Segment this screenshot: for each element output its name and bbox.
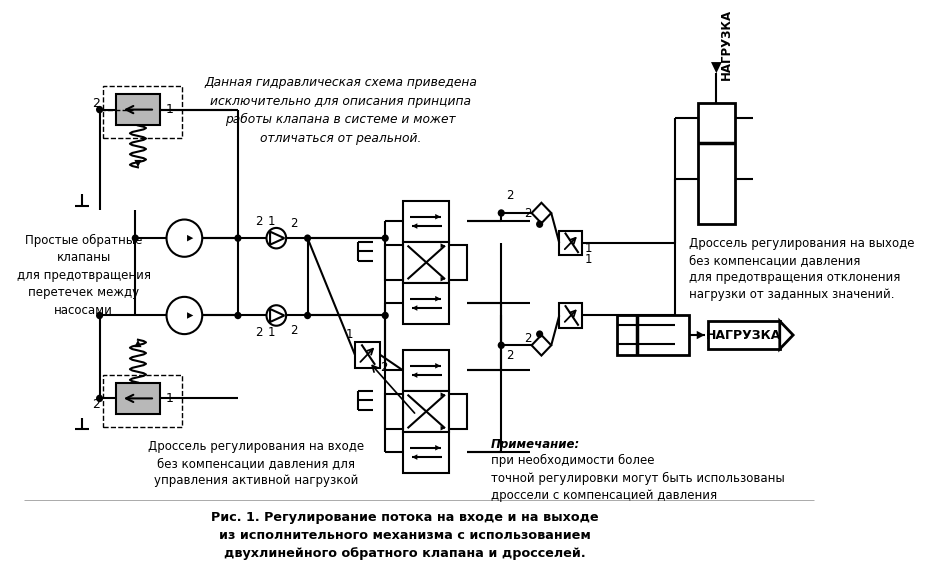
Bar — [403, 432, 450, 473]
Circle shape — [304, 312, 311, 319]
Text: Простые обратные
клапаны
для предотвращения
перетечек между
насосами: Простые обратные клапаны для предотвраще… — [17, 234, 151, 317]
Bar — [559, 304, 583, 328]
Circle shape — [536, 331, 543, 338]
Circle shape — [497, 342, 505, 349]
Circle shape — [96, 395, 103, 402]
Polygon shape — [435, 363, 440, 369]
Polygon shape — [440, 277, 445, 281]
Text: 2: 2 — [254, 215, 262, 228]
Text: 2: 2 — [291, 324, 298, 337]
Text: 1: 1 — [585, 242, 593, 255]
Text: 2: 2 — [506, 349, 513, 362]
Text: Рис. 1. Регулирование потока на входе и на выходе
из исполнительного механизма с: Рис. 1. Регулирование потока на входе и … — [211, 511, 598, 560]
Polygon shape — [435, 296, 440, 301]
Circle shape — [266, 305, 286, 325]
Text: 1: 1 — [267, 215, 275, 228]
Text: Примечание:: Примечание: — [491, 439, 580, 452]
Circle shape — [166, 297, 202, 334]
Text: 1: 1 — [165, 103, 174, 116]
Bar — [709, 321, 780, 349]
Bar — [450, 394, 468, 429]
Polygon shape — [187, 235, 194, 242]
Text: Данная гидравлическая схема приведена
исключительно для описания принципа
работы: Данная гидравлическая схема приведена ис… — [204, 76, 477, 145]
Bar — [403, 391, 450, 432]
Bar — [559, 231, 583, 255]
Circle shape — [381, 234, 389, 242]
Polygon shape — [412, 373, 417, 378]
Bar — [403, 242, 450, 283]
Polygon shape — [412, 305, 417, 311]
Polygon shape — [697, 331, 705, 339]
Bar — [403, 201, 450, 242]
Text: 2: 2 — [291, 217, 298, 230]
Polygon shape — [532, 335, 552, 355]
Circle shape — [96, 312, 103, 319]
Circle shape — [536, 220, 543, 228]
Polygon shape — [270, 232, 284, 245]
Text: НАГРУЗКА: НАГРУЗКА — [720, 9, 733, 80]
Bar — [385, 245, 403, 280]
Polygon shape — [135, 340, 141, 347]
Text: 1: 1 — [165, 392, 174, 405]
Circle shape — [381, 312, 389, 319]
Polygon shape — [440, 393, 445, 397]
Polygon shape — [440, 426, 445, 430]
Bar — [116, 94, 160, 126]
Polygon shape — [711, 62, 722, 73]
Circle shape — [235, 234, 241, 242]
Polygon shape — [435, 445, 440, 451]
Polygon shape — [412, 223, 417, 229]
Bar — [403, 350, 450, 391]
Bar — [617, 316, 689, 355]
Polygon shape — [135, 160, 141, 168]
Text: 2: 2 — [92, 398, 100, 412]
Text: 1: 1 — [346, 328, 353, 341]
Text: 2: 2 — [92, 96, 100, 110]
Polygon shape — [440, 243, 445, 248]
Text: Дроссель регулирования на входе
без компенсации давления для
управления активной: Дроссель регулирования на входе без комп… — [148, 440, 364, 487]
Bar — [403, 283, 450, 324]
Bar — [450, 245, 468, 280]
Text: 2: 2 — [525, 332, 532, 344]
Polygon shape — [780, 321, 793, 349]
Circle shape — [132, 234, 139, 242]
Text: НАГРУЗКА: НАГРУЗКА — [706, 328, 782, 342]
Circle shape — [266, 228, 286, 249]
Text: 1: 1 — [585, 253, 593, 266]
Bar — [103, 375, 181, 427]
Circle shape — [304, 234, 311, 242]
Circle shape — [166, 219, 202, 257]
Polygon shape — [187, 312, 194, 319]
Text: 2: 2 — [525, 207, 532, 220]
Polygon shape — [532, 203, 552, 223]
Text: 1: 1 — [267, 326, 275, 339]
Text: 2: 2 — [506, 189, 513, 202]
Polygon shape — [270, 309, 284, 322]
Circle shape — [235, 312, 241, 319]
Circle shape — [497, 210, 505, 217]
Polygon shape — [435, 214, 440, 219]
Bar — [103, 86, 181, 138]
Bar — [116, 382, 160, 414]
Text: при необходимости более
точной регулировки могут быть использованы
дроссели с ко: при необходимости более точной регулиров… — [491, 454, 784, 502]
Text: 2: 2 — [254, 326, 262, 339]
Bar — [698, 103, 735, 224]
Polygon shape — [412, 454, 417, 460]
Bar — [355, 342, 380, 368]
Text: 2: 2 — [380, 362, 387, 374]
Bar — [385, 394, 403, 429]
Text: Дроссель регулирования на выходе
без компенсации давления
для предотвращения отк: Дроссель регулирования на выходе без ком… — [689, 237, 914, 301]
Circle shape — [96, 106, 103, 113]
